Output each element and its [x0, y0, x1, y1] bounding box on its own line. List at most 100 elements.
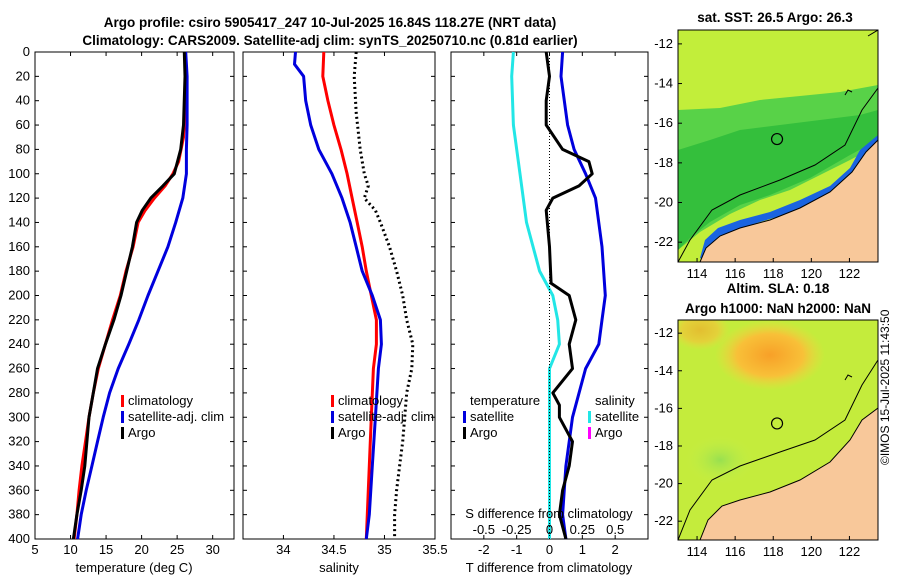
map-y-tick-label: -12 — [654, 36, 673, 51]
map-y-tick-label: -22 — [654, 513, 673, 528]
s-diff-tick-label: 0.25 — [570, 522, 595, 537]
y-tick-label: 200 — [8, 288, 30, 303]
s-diff-tick-label: -0.25 — [502, 522, 532, 537]
legend-swatch-climatology — [121, 395, 124, 407]
map-y-tick-label: -12 — [654, 325, 673, 340]
legend-label-satellite: satellite-adj. clim — [128, 409, 224, 424]
legend-title-salinity: salinity — [595, 393, 635, 408]
diff-legend-swatch-satellite-s — [588, 411, 591, 423]
salinity-axis: 34 34.5 35 35.5 — [276, 52, 448, 557]
series-line-climatology — [321, 51, 378, 540]
sla-cool-patch — [685, 435, 755, 485]
x-tick-label: 10 — [63, 542, 77, 557]
sal-legend-swatch-argo — [331, 427, 334, 439]
y-tick-label: 280 — [8, 385, 30, 400]
map-x-tick-label: 116 — [725, 266, 746, 281]
series-line-satellite-adj-clim — [76, 51, 189, 540]
x-tick-label: 30 — [205, 542, 219, 557]
sst-map-title: sat. SST: 26.5 Argo: 26.3 — [697, 10, 853, 25]
map-x-tick-label: 118 — [763, 266, 784, 281]
series-line-satellite-salinity — [510, 51, 561, 539]
y-tick-label: 240 — [8, 336, 30, 351]
y-tick-label: 300 — [8, 409, 30, 424]
salinity-legend: climatology satellite-adj. clim Argo — [331, 393, 434, 440]
series-line-satellite-temperature — [559, 51, 607, 540]
map-x-tick-label: 122 — [839, 266, 861, 281]
copyright-notice: ©IMOS 15-Jul-2025 11:43:50 — [878, 309, 892, 465]
sal-legend-label-argo: Argo — [338, 425, 365, 440]
sla-warm-patch — [678, 320, 730, 350]
diff-legend-label-satellite-s: satellite — [595, 409, 639, 424]
sst-reef-outline — [844, 89, 853, 96]
series-line-satellite-adj-clim — [293, 51, 383, 540]
y-tick-label: 80 — [16, 141, 30, 156]
map-y-tick-label: -16 — [654, 400, 673, 415]
x-tick-label: 35 — [377, 542, 391, 557]
salinity-difference-ticks: -0.5 -0.25 0 0.25 0.5 — [473, 522, 625, 537]
diff-legend-label-argo-t: Argo — [470, 425, 497, 440]
map-y-tick-label: -14 — [654, 76, 673, 91]
sla-map-title-1: Altim. SLA: 0.18 — [727, 281, 830, 296]
map-y-tick-label: -20 — [654, 195, 673, 210]
depth-axis: 0 20 40 60 80 100 120 140 160 180 200 220 240 260 280 3… — [8, 44, 234, 546]
s-diff-tick-label: -0.5 — [473, 522, 495, 537]
map-x-tick-label: 122 — [839, 544, 861, 559]
salinity-axes-frame — [242, 51, 436, 540]
legend-label-climatology: climatology — [128, 393, 194, 408]
sst-land — [700, 140, 878, 262]
diff-legend-swatch-satellite-t — [463, 411, 466, 423]
temperature-panel: 0 20 40 60 80 100 120 140 160 180 200 220 240 260 280 3… — [8, 44, 235, 575]
x-tick-label: 34 — [276, 542, 290, 557]
temperature-profiles — [71, 51, 189, 540]
map-y-tick-label: -16 — [654, 115, 673, 130]
title-line-1: Argo profile: csiro 5905417_247 10-Jul-2… — [103, 15, 557, 30]
sla-coastline — [699, 407, 878, 540]
salinity-profiles — [293, 51, 415, 540]
difference-xlabel: T difference from climatology — [466, 560, 633, 575]
sst-island-outline — [867, 30, 878, 37]
sal-legend-label-satellite: satellite-adj. clim — [338, 409, 434, 424]
temperature-legend: climatology satellite-adj. clim Argo — [121, 393, 224, 440]
map-y-tick-label: -18 — [654, 438, 673, 453]
series-line-argo — [71, 51, 187, 540]
sla-argo-location-marker — [770, 417, 784, 430]
map-y-tick-label: -20 — [654, 476, 673, 491]
sla-reef-outline — [844, 374, 853, 381]
x-tick-label: 5 — [31, 542, 38, 557]
map-x-tick-label: 114 — [687, 544, 708, 559]
y-tick-label: 320 — [8, 434, 30, 449]
x-tick-label: 34.5 — [321, 542, 346, 557]
diff-legend-label-satellite-t: satellite — [470, 409, 514, 424]
sal-legend-swatch-climatology — [331, 395, 334, 407]
legend-swatch-argo — [121, 427, 124, 439]
difference-depth-ticks — [451, 51, 648, 540]
difference-profiles — [510, 51, 607, 540]
map-x-tick-label: 120 — [800, 544, 822, 559]
sst-map: 114 116 118 120 122 -12 -14 -16 -18 -20 -22 — [654, 29, 879, 281]
x-tick-label: 20 — [134, 542, 148, 557]
y-tick-label: 0 — [23, 44, 30, 59]
y-tick-label: 60 — [16, 117, 30, 132]
series-line-argo-temperature — [544, 51, 594, 540]
y-tick-label: 160 — [8, 239, 30, 254]
map-x-tick-label: 118 — [763, 544, 784, 559]
sst-green-band — [678, 110, 878, 250]
sla-map-ticks: 114 116 118 120 122 -12 -14 -16 -18 -20 -22 — [654, 325, 860, 559]
sla-land — [700, 408, 878, 540]
map-x-tick-label: 120 — [800, 266, 822, 281]
sla-map-frame — [677, 319, 879, 541]
y-tick-label: 360 — [8, 482, 30, 497]
temperature-xlabel: temperature (deg C) — [75, 560, 192, 575]
sla-warm-eddy — [715, 320, 825, 390]
x-tick-label: 25 — [170, 542, 184, 557]
sst-map-frame — [677, 29, 879, 263]
s-diff-tick-label: 0.5 — [606, 522, 624, 537]
sst-argo-location-marker — [770, 132, 784, 146]
x-tick-label: 0 — [546, 542, 553, 557]
y-tick-label: 380 — [8, 507, 30, 522]
diff-legend-swatch-argo-t — [463, 427, 466, 439]
map-y-tick-label: -18 — [654, 155, 673, 170]
y-tick-label: 100 — [8, 166, 30, 181]
legend-swatch-satellite — [121, 411, 124, 423]
